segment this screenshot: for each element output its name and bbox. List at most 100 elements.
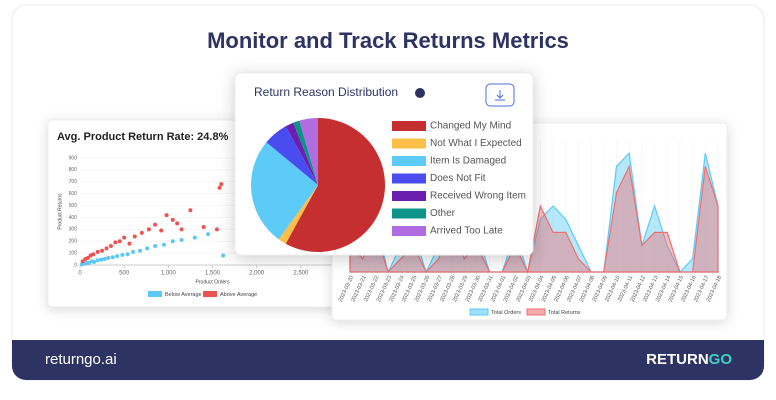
scatter-point bbox=[125, 252, 130, 257]
info-icon[interactable] bbox=[415, 88, 425, 98]
footer-site: returngo.ai bbox=[45, 351, 117, 368]
legend-label: Below Average bbox=[165, 292, 202, 298]
scatter-point bbox=[122, 235, 127, 240]
scatter-point bbox=[214, 227, 219, 232]
scatter-point bbox=[131, 249, 135, 254]
x-tick-label: 2,000 bbox=[249, 271, 265, 277]
download-icon bbox=[495, 90, 505, 101]
legend-label: Other bbox=[430, 208, 456, 219]
scatter-point bbox=[117, 239, 122, 244]
x-tick-label: 0 bbox=[78, 271, 82, 277]
pie-card: Return Reason Distribution Changed My Min… bbox=[234, 72, 534, 256]
scatter-point bbox=[179, 227, 184, 232]
pie-slice bbox=[266, 126, 318, 185]
pie-slice bbox=[293, 120, 318, 185]
legend-swatch bbox=[392, 156, 426, 166]
chart-title: Return Reason Distribution bbox=[254, 85, 398, 99]
scatter-point bbox=[192, 235, 197, 240]
x-tick-label: 1,500 bbox=[205, 271, 221, 277]
scatter-point bbox=[201, 224, 206, 229]
legend-label: Arrived Too Late bbox=[430, 226, 503, 237]
y-tick-label: 800 bbox=[69, 167, 78, 173]
scatter-point bbox=[106, 255, 111, 260]
scatter-point bbox=[113, 240, 118, 245]
scatter-point bbox=[139, 230, 144, 235]
scatter-point bbox=[127, 241, 132, 246]
legend-swatch bbox=[469, 308, 489, 316]
scatter-point bbox=[108, 243, 113, 248]
scatter-point bbox=[102, 257, 107, 262]
scatter-point bbox=[221, 253, 226, 258]
scatter-point bbox=[175, 221, 180, 226]
scatter-point bbox=[95, 249, 100, 254]
chart-title: Avg. Product Return Rate: 24.8% bbox=[57, 131, 229, 143]
x-tick-label: 2,500 bbox=[293, 271, 309, 277]
scatter-point bbox=[179, 238, 184, 243]
legend-swatch bbox=[148, 291, 162, 297]
footer-band bbox=[12, 340, 764, 380]
pie-slice bbox=[250, 142, 318, 240]
legend-swatch bbox=[392, 121, 426, 131]
logo-part: RETURN bbox=[646, 351, 709, 368]
x-tick-label: 1,000 bbox=[161, 271, 177, 277]
y-tick-label: 400 bbox=[69, 215, 78, 221]
pie-slice bbox=[285, 122, 318, 185]
scatter-point bbox=[170, 239, 175, 244]
footer-logo: RETURNGO bbox=[646, 351, 732, 368]
legend-swatch bbox=[392, 208, 426, 219]
y-tick-label: 700 bbox=[69, 179, 78, 185]
scatter-point bbox=[159, 228, 164, 233]
y-axis-label: Product Returns bbox=[57, 193, 63, 230]
scatter-point bbox=[120, 252, 125, 257]
pie-slice bbox=[299, 118, 318, 185]
scatter-point bbox=[170, 217, 175, 222]
scatter-point bbox=[206, 232, 211, 237]
legend-label: Total Orders bbox=[491, 310, 521, 316]
scatter-point bbox=[92, 260, 97, 265]
scatter-point bbox=[164, 213, 169, 218]
legend-label: Does Not Fit bbox=[430, 173, 486, 184]
scatter-point bbox=[110, 255, 115, 260]
legend-swatch bbox=[392, 138, 426, 149]
scatter-point bbox=[161, 242, 166, 247]
x-tick-label: 500 bbox=[119, 271, 130, 277]
legend-swatch bbox=[526, 308, 546, 316]
scatter-point bbox=[115, 254, 120, 259]
legend-label: Not What I Expected bbox=[430, 138, 522, 149]
y-tick-label: 200 bbox=[69, 239, 78, 245]
scatter-point bbox=[153, 222, 158, 227]
page-title: Monitor and Track Returns Metrics bbox=[207, 28, 569, 53]
legend-swatch bbox=[392, 226, 426, 236]
legend-label: Received Wrong Item bbox=[430, 191, 526, 202]
x-axis-label: Product Orders bbox=[196, 279, 230, 285]
scatter-point bbox=[217, 185, 222, 190]
pie-slice bbox=[285, 118, 385, 252]
y-tick-label: 100 bbox=[69, 250, 78, 256]
scatter-point bbox=[100, 248, 105, 253]
scatter-point bbox=[91, 252, 96, 257]
logo-part: GO bbox=[709, 351, 733, 368]
legend-swatch bbox=[392, 173, 426, 184]
y-tick-label: 600 bbox=[69, 191, 78, 197]
y-tick-label: 900 bbox=[69, 155, 78, 161]
legend-swatch bbox=[203, 291, 217, 297]
scatter-point bbox=[99, 257, 104, 262]
scatter-point bbox=[138, 248, 143, 253]
legend-label: Above Average bbox=[220, 292, 257, 298]
legend-label: Total Returns bbox=[548, 310, 581, 316]
legend-label: Changed My Mind bbox=[430, 121, 511, 132]
legend-swatch bbox=[392, 191, 426, 201]
scatter-point bbox=[188, 208, 193, 213]
scatter-point bbox=[85, 255, 90, 260]
y-tick-label: 0 bbox=[74, 262, 77, 268]
scatter-point bbox=[153, 243, 158, 248]
scatter-point bbox=[132, 234, 137, 239]
scatter-point bbox=[80, 259, 85, 264]
legend-label: Item Is Damaged bbox=[430, 156, 506, 167]
y-tick-label: 300 bbox=[69, 227, 78, 233]
scatter-point bbox=[104, 246, 109, 251]
scatter-point bbox=[219, 182, 224, 187]
y-tick-label: 500 bbox=[69, 203, 78, 209]
scatter-point bbox=[146, 227, 151, 232]
